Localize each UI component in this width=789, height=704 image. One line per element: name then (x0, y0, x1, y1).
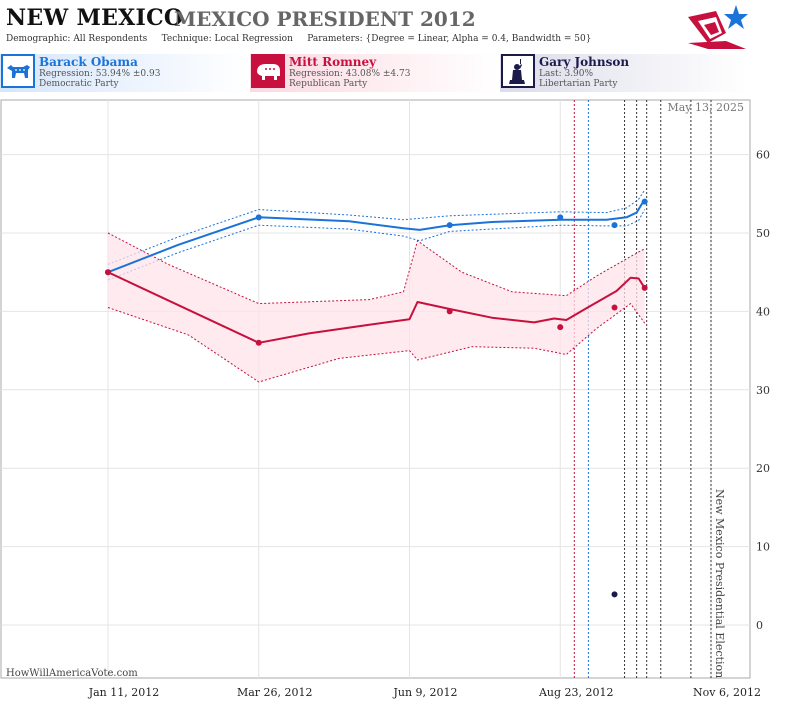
x-tick-label: Mar 26, 2012 (237, 686, 313, 699)
y-tick-label: 20 (756, 462, 770, 475)
star-flag-logo-icon (688, 5, 748, 49)
poll-point (255, 339, 262, 346)
candidate-party: Libertarian Party (539, 79, 618, 89)
legend-item-johnson: Gary Johnson Last: 3.90% Libertarian Par… (501, 54, 747, 92)
y-tick-label: 0 (756, 619, 763, 632)
poll-point (446, 222, 453, 229)
confidence-bands (107, 189, 646, 383)
demographic-label: Demographic: (6, 34, 71, 44)
election-label: New Mexico Presidential Election (713, 489, 726, 678)
ci-upper-line (107, 232, 645, 305)
x-tick-label: Nov 6, 2012 (693, 686, 761, 699)
candidate-party: Democratic Party (39, 79, 119, 89)
poll-point (611, 222, 618, 229)
elephant-icon (251, 54, 285, 88)
candidate-legend: Barack Obama Regression: 53.94% ±0.93 De… (0, 54, 789, 94)
poll-points (105, 198, 648, 598)
candidate-stat: Last: 3.90% (539, 69, 594, 79)
page-header: NEW MEXICO MEXICO PRESIDENT 2012 Demogra… (0, 0, 750, 50)
state-title: NEW MEXICO (6, 5, 184, 31)
poll-point (105, 269, 111, 276)
liberty-statue-icon (501, 54, 535, 88)
poll-point (611, 304, 618, 311)
x-tick-label: Aug 23, 2012 (538, 686, 614, 699)
candidate-party: Republican Party (289, 79, 368, 89)
ci-band (108, 233, 645, 382)
parameters-label: Parameters: (307, 34, 363, 44)
demographic-value: All Respondents (73, 34, 148, 44)
candidate-name: Barack Obama (39, 55, 138, 69)
plot-frame (0, 99, 751, 679)
site-watermark: HowWillAmericaVote.com (6, 668, 138, 679)
chart-parameters: Demographic: All Respondents Technique: … (6, 34, 591, 44)
y-tick-label: 50 (756, 227, 770, 240)
poll-point (611, 591, 618, 598)
ci-lower-line (107, 302, 646, 383)
candidate-stat: Regression: 43.08% ±4.73 (289, 69, 411, 79)
event-markers (573, 100, 712, 678)
technique-label: Technique: (161, 34, 212, 44)
candidate-name: Mitt Romney (289, 55, 377, 69)
y-tick-label: 40 (756, 305, 770, 318)
legend-backgrounds (0, 54, 748, 92)
poll-point (446, 308, 453, 315)
poll-point (557, 214, 564, 221)
current-date-label: May 13, 2025 (667, 101, 744, 114)
legend-item-obama: Barack Obama Regression: 53.94% ±0.93 De… (1, 54, 247, 92)
race-title: MEXICO PRESIDENT 2012 (174, 7, 476, 31)
ci-upper-line (107, 189, 646, 265)
candidate-stat: Regression: 53.94% ±0.93 (39, 69, 161, 79)
poll-point (641, 198, 648, 205)
x-tick-label: Jun 9, 2012 (392, 686, 457, 699)
technique-value: Local Regression (214, 34, 293, 44)
regression-line (107, 271, 646, 344)
parameters-value: {Degree = Linear, Alpha = 0.4, Bandwidth… (365, 34, 592, 44)
ci-lower-line (107, 209, 646, 281)
axis-labels: 0 10 20 30 40 50 60 Jan 11, 2012 Mar 26, 2012 Jun… (88, 149, 770, 699)
legend-item-romney: Mitt Romney Regression: 43.08% ±4.73 Rep… (251, 54, 497, 92)
donkey-icon (1, 54, 35, 88)
poll-chart: 0 10 20 30 40 50 60 Jan 11, 2012 Mar 26, 2012 Jun… (0, 99, 770, 699)
x-tick-label: Jan 11, 2012 (88, 686, 160, 699)
poll-point (255, 214, 262, 221)
poll-point (641, 284, 648, 291)
y-tick-label: 10 (756, 541, 770, 554)
y-tick-label: 60 (756, 149, 770, 162)
poll-point (557, 324, 564, 331)
y-tick-label: 30 (756, 384, 770, 397)
candidate-name: Gary Johnson (539, 55, 630, 69)
